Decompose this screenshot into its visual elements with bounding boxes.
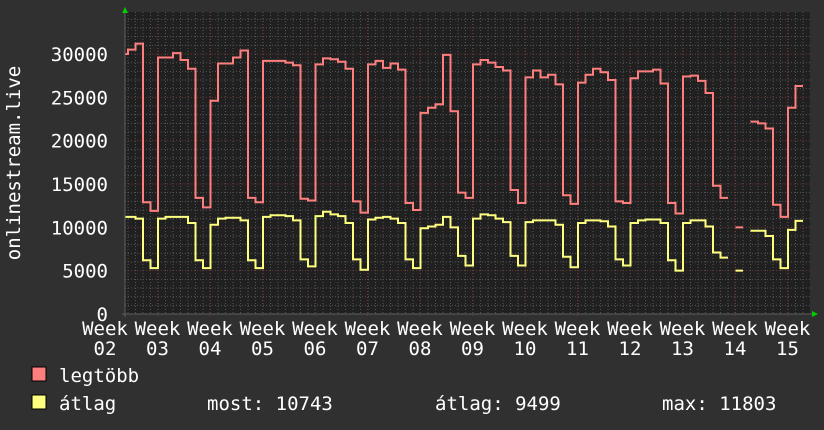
x-tick-label-number: 09 bbox=[461, 338, 484, 360]
x-tick-label-number: 15 bbox=[776, 338, 799, 360]
x-tick-label-word: Week bbox=[135, 318, 181, 340]
x-tick-label-number: 04 bbox=[199, 338, 222, 360]
x-tick-label-word: Week bbox=[240, 318, 286, 340]
x-axis-arrow-icon bbox=[812, 311, 818, 317]
x-tick-label-word: Week bbox=[450, 318, 496, 340]
x-tick-label-word: Week bbox=[187, 318, 233, 340]
series-line-avg bbox=[125, 210, 803, 272]
x-tick-label: Week 05 bbox=[240, 318, 286, 360]
x-tick-label-word: Week bbox=[660, 318, 706, 340]
x-tick-label-number: 14 bbox=[724, 338, 747, 360]
x-tick-label-number: 08 bbox=[409, 338, 432, 360]
x-tick-label-word: Week bbox=[502, 318, 548, 340]
y-tick-label: 20000 bbox=[51, 131, 108, 153]
x-tick-label: Week 03 bbox=[135, 318, 181, 360]
x-tick-label-word: Week bbox=[712, 318, 758, 340]
x-tick-label-number: 13 bbox=[671, 338, 694, 360]
x-tick-label: Week 14 bbox=[712, 318, 758, 360]
y-tick-labels: 0 5000 10000 15000 20000 25000 30000 bbox=[51, 44, 108, 326]
legend-current: most: 10743 bbox=[207, 393, 333, 415]
x-tick-label-number: 05 bbox=[251, 338, 274, 360]
legend-swatch-max bbox=[31, 366, 47, 382]
x-tick-label: Week 06 bbox=[292, 318, 338, 360]
x-tick-label-number: 10 bbox=[514, 338, 537, 360]
y-tick-label: 15000 bbox=[51, 174, 108, 196]
x-tick-label: Week 12 bbox=[607, 318, 653, 360]
y-tick-label: 30000 bbox=[51, 44, 108, 66]
x-tick-label: Week 15 bbox=[765, 318, 811, 360]
x-tick-label-word: Week bbox=[345, 318, 391, 340]
legend: legtöbb átlag most: 10743 átlag: 9499 ma… bbox=[31, 365, 776, 415]
x-tick-label-number: 02 bbox=[94, 338, 117, 360]
x-tick-label: Week 11 bbox=[555, 318, 601, 360]
y-axis-label: onlinestream.live bbox=[3, 66, 25, 260]
x-tick-label-word: Week bbox=[607, 318, 653, 340]
x-tick-label-word: Week bbox=[82, 318, 128, 340]
legend-label-avg: átlag bbox=[59, 393, 116, 415]
x-tick-label-number: 03 bbox=[146, 338, 169, 360]
legend-label-max: legtöbb bbox=[59, 365, 139, 387]
legend-maximum: max: 11803 bbox=[662, 393, 776, 415]
x-tick-label-number: 12 bbox=[619, 338, 642, 360]
y-tick-label: 25000 bbox=[51, 87, 108, 109]
x-tick-label: Week 08 bbox=[397, 318, 443, 360]
series-lines bbox=[125, 42, 803, 272]
x-tick-label-word: Week bbox=[397, 318, 443, 340]
x-tick-label-number: 11 bbox=[566, 338, 589, 360]
legend-swatch-avg bbox=[31, 394, 47, 410]
x-tick-label-number: 06 bbox=[304, 338, 327, 360]
y-tick-label: 0 bbox=[97, 304, 108, 326]
x-tick-label: Week 07 bbox=[345, 318, 391, 360]
y-tick-label: 10000 bbox=[51, 217, 108, 239]
y-axis-arrow-icon bbox=[122, 7, 128, 13]
x-tick-label-number: 07 bbox=[356, 338, 379, 360]
x-tick-label: Week 09 bbox=[450, 318, 496, 360]
x-tick-label: Week 04 bbox=[187, 318, 233, 360]
plot-area bbox=[125, 12, 810, 314]
x-tick-label-word: Week bbox=[555, 318, 601, 340]
y-tick-label: 5000 bbox=[62, 261, 108, 283]
series-line-max bbox=[125, 42, 803, 229]
x-tick-label: Week 13 bbox=[660, 318, 706, 360]
x-tick-label-word: Week bbox=[765, 318, 811, 340]
legend-average: átlag: 9499 bbox=[435, 393, 561, 415]
x-tick-label: Week 02 bbox=[82, 318, 128, 360]
x-tick-label-word: Week bbox=[292, 318, 338, 340]
x-tick-label: Week 10 bbox=[502, 318, 548, 360]
